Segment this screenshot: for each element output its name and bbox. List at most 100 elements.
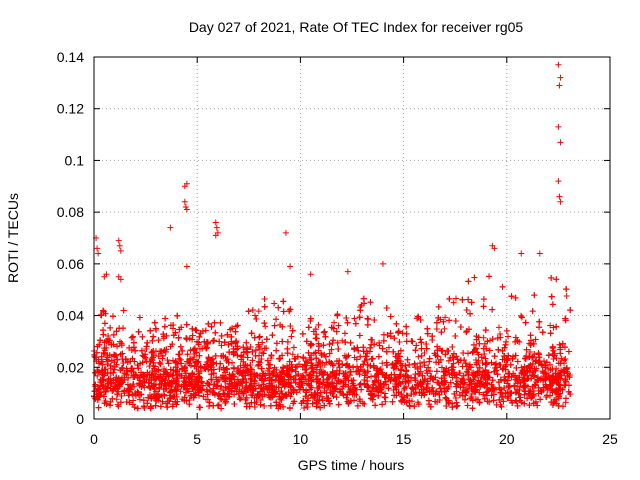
data-point <box>507 397 514 404</box>
data-point <box>302 357 309 364</box>
data-point <box>234 322 241 329</box>
data-point <box>514 380 521 387</box>
data-point <box>469 405 476 412</box>
data-point <box>532 336 539 343</box>
data-point <box>495 324 502 331</box>
data-point <box>164 356 171 363</box>
data-point <box>205 354 212 361</box>
data-point <box>248 366 255 373</box>
data-point <box>181 394 188 401</box>
data-point <box>452 317 459 324</box>
data-point <box>99 361 106 368</box>
data-point <box>206 399 213 406</box>
data-point <box>534 402 541 409</box>
data-point <box>326 350 333 357</box>
data-point <box>127 386 134 393</box>
data-point <box>249 357 256 364</box>
data-point <box>315 321 322 328</box>
data-point <box>136 314 143 321</box>
data-point <box>244 346 251 353</box>
data-point <box>275 304 282 311</box>
data-point <box>102 350 109 357</box>
data-point <box>174 375 181 382</box>
data-point <box>380 331 387 338</box>
data-point <box>485 369 492 376</box>
data-point <box>452 333 459 340</box>
data-point <box>494 335 501 342</box>
data-point <box>393 320 400 327</box>
data-point <box>120 307 127 314</box>
data-point <box>460 372 467 379</box>
data-point <box>140 353 147 360</box>
data-point <box>238 356 245 363</box>
data-point <box>529 308 536 315</box>
data-point <box>284 338 291 345</box>
data-point <box>217 386 224 393</box>
data-point <box>483 384 490 391</box>
data-point <box>94 372 101 379</box>
data-point <box>258 355 265 362</box>
data-point <box>509 355 516 362</box>
data-point <box>567 307 574 314</box>
data-point <box>418 352 425 359</box>
data-point <box>111 363 118 370</box>
data-point <box>334 311 341 318</box>
data-point <box>420 386 427 393</box>
data-point <box>202 327 209 334</box>
data-point <box>389 360 396 367</box>
data-point <box>356 396 363 403</box>
data-point <box>369 337 376 344</box>
data-point <box>217 360 224 367</box>
data-point <box>290 344 297 351</box>
data-point <box>326 341 333 348</box>
data-point <box>110 377 117 384</box>
data-point <box>518 312 525 319</box>
data-point <box>273 316 280 323</box>
data-point <box>466 361 473 368</box>
data-point <box>280 308 287 315</box>
data-point <box>273 340 280 347</box>
data-point <box>447 379 454 386</box>
data-point <box>136 396 143 403</box>
data-point <box>550 347 557 354</box>
data-point <box>237 396 244 403</box>
data-point <box>368 373 375 380</box>
data-point <box>454 381 461 388</box>
data-point <box>113 396 120 403</box>
data-point <box>456 369 463 376</box>
data-point <box>442 351 449 358</box>
data-point <box>415 353 422 360</box>
data-point <box>218 332 225 339</box>
data-point <box>313 372 320 379</box>
data-point <box>443 402 450 409</box>
data-point <box>563 286 570 293</box>
data-point <box>218 405 225 412</box>
data-point <box>421 362 428 369</box>
data-point <box>255 308 262 315</box>
data-point <box>271 300 278 307</box>
data-point <box>514 358 521 365</box>
data-point <box>200 393 207 400</box>
data-point <box>310 328 317 335</box>
data-point <box>408 390 415 397</box>
data-point <box>319 397 326 404</box>
data-point <box>501 344 508 351</box>
data-point <box>399 330 406 337</box>
data-point <box>450 350 457 357</box>
data-point <box>156 359 163 366</box>
data-point <box>475 351 482 358</box>
data-point <box>288 333 295 340</box>
data-point <box>502 341 509 348</box>
data-point <box>163 332 170 339</box>
data-point <box>255 361 262 368</box>
data-point <box>234 343 241 350</box>
data-point <box>289 351 296 358</box>
data-point <box>423 384 430 391</box>
data-point <box>434 343 441 350</box>
data-point <box>161 392 168 399</box>
data-point <box>333 367 340 374</box>
data-point <box>317 389 324 396</box>
data-point <box>356 382 363 389</box>
data-point <box>115 403 122 410</box>
